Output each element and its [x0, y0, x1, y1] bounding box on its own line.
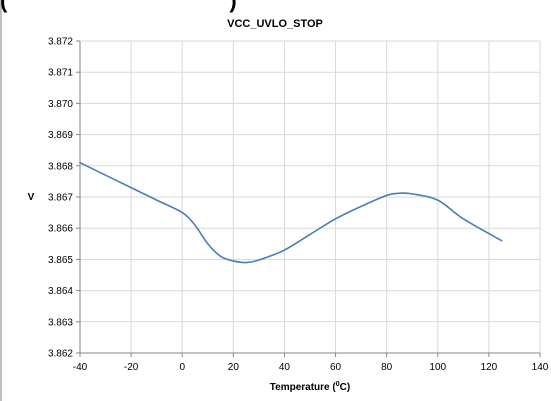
x-tick-label: 60 — [330, 362, 342, 373]
x-tick-label: 80 — [381, 362, 393, 373]
clipped-heading-close: ) — [229, 0, 237, 13]
left-frame-border — [0, 0, 2, 401]
clipped-heading: () — [0, 0, 237, 14]
x-axis-title-superscript: 0 — [336, 381, 340, 388]
chart-title: VCC_UVLO_STOP — [227, 18, 323, 30]
series-line — [79, 161, 503, 264]
y-tick-label: 3.863 — [48, 317, 73, 328]
y-tick-label: 3.869 — [48, 130, 73, 141]
y-tick-label: 3.866 — [48, 224, 73, 235]
x-tick-label: 100 — [429, 362, 446, 373]
x-tick-label: -20 — [124, 362, 139, 373]
y-tick-labels: 3.862 3.863 3.864 3.865 3.866 3.867 3.868 3.869… — [48, 37, 73, 360]
x-tick-labels: -40 -20 0 20 40 60 80 100 120 140 — [73, 362, 549, 373]
x-axis-title-unit: C) — [340, 382, 351, 393]
x-tick-label: 20 — [228, 362, 240, 373]
y-tick-label: 3.872 — [48, 37, 73, 48]
x-axis-title-main: Temperature ( — [270, 382, 337, 393]
y-tick-label: 3.867 — [48, 193, 73, 204]
clipped-heading-open: ( — [0, 0, 8, 13]
y-tick-label: 3.864 — [48, 286, 73, 297]
y-tick-label: 3.865 — [48, 255, 73, 266]
x-tick-label: 120 — [481, 362, 498, 373]
y-tick-label: 3.862 — [48, 349, 73, 360]
y-tick-label: 3.868 — [48, 161, 73, 172]
x-tick-label: -40 — [73, 362, 88, 373]
series-layer — [79, 161, 503, 264]
y-tick-label: 3.870 — [48, 99, 73, 110]
y-axis-title: V — [28, 192, 35, 203]
axes — [76, 40, 541, 357]
x-tick-label: 0 — [179, 362, 185, 373]
y-tick-label: 3.871 — [48, 68, 73, 79]
x-axis-title: Temperature (0C) — [270, 381, 350, 393]
x-tick-label: 40 — [279, 362, 291, 373]
x-tick-label: 140 — [532, 362, 549, 373]
